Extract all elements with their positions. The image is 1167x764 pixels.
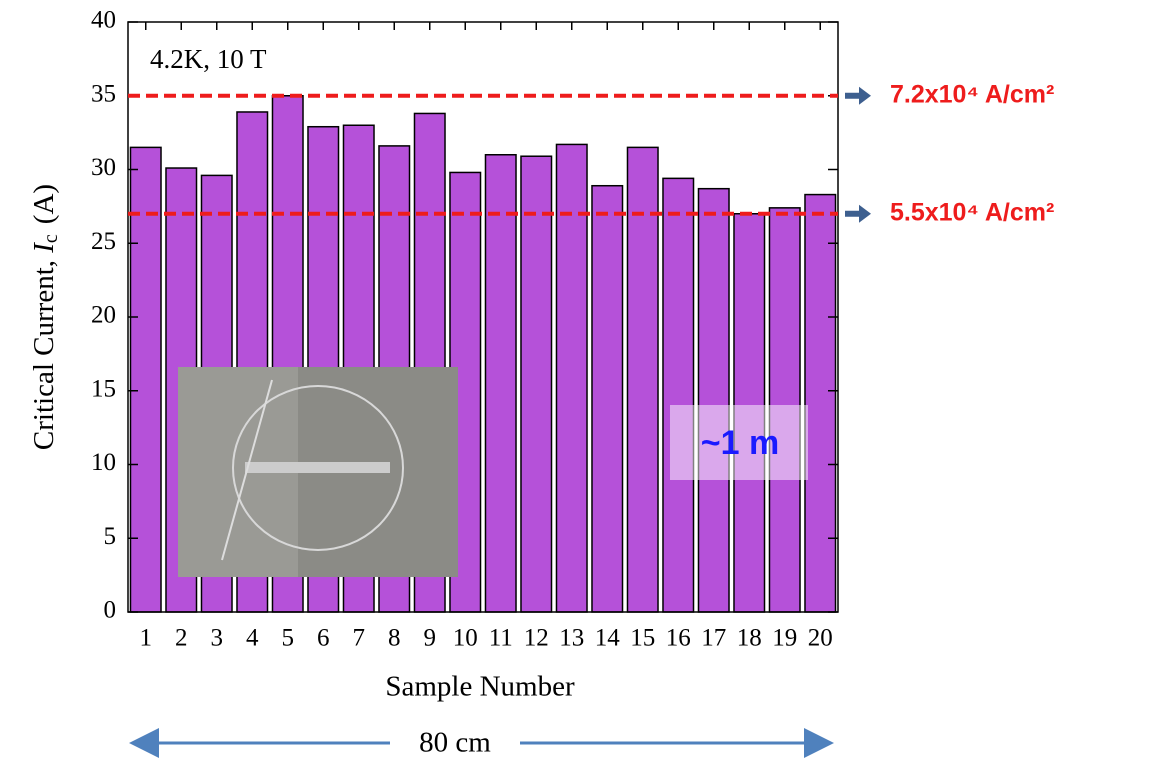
x-tick-label: 20 — [808, 625, 833, 652]
y-tick-label: 0 — [104, 597, 117, 624]
length-label: ~1 m — [701, 424, 779, 462]
photo-coil — [232, 385, 404, 551]
reference-arrow — [845, 86, 871, 105]
span-label: 80 cm — [419, 727, 491, 759]
x-tick-label: 15 — [630, 625, 655, 652]
bar — [697, 187, 730, 613]
reference-arrow — [845, 204, 871, 223]
y-tick-label: 25 — [91, 228, 116, 255]
x-tick-label: 4 — [246, 625, 259, 652]
x-tick-label: 13 — [559, 625, 584, 652]
x-tick-label: 11 — [489, 625, 513, 652]
x-tick-label: 6 — [317, 625, 330, 652]
bar — [804, 193, 837, 613]
y-tick-label: 20 — [91, 302, 116, 329]
y-tick-label: 15 — [91, 375, 116, 402]
y-axis-label-text: Critical Current, — [28, 253, 60, 450]
x-tick-label: 7 — [353, 625, 366, 652]
y-tick-label: 40 — [91, 7, 116, 34]
bar — [591, 184, 624, 613]
photo-ruler — [245, 462, 390, 473]
x-tick-label: 12 — [524, 625, 549, 652]
bar — [129, 146, 162, 613]
x-tick-label: 5 — [282, 625, 295, 652]
y-axis-label-subscript: c — [40, 234, 62, 243]
condition-label: 4.2K, 10 T — [150, 44, 267, 74]
x-tick-label: 19 — [772, 625, 797, 652]
x-tick-label: 2 — [175, 625, 188, 652]
y-tick-label: 30 — [91, 154, 116, 181]
reference-label: 5.5x10⁴ A/cm² — [890, 198, 1054, 226]
overlay: ~1 m — [178, 367, 808, 577]
x-tick-label: 14 — [595, 625, 621, 652]
x-tick-label: 17 — [701, 625, 726, 652]
y-tick-label: 5 — [104, 523, 117, 550]
x-tick-label: 1 — [140, 625, 153, 652]
x-tick-label: 3 — [211, 625, 224, 652]
bar — [626, 146, 659, 613]
bar — [484, 154, 517, 613]
x-axis-label: Sample Number — [385, 671, 575, 703]
x-tick-label: 16 — [666, 625, 691, 652]
y-axis-label-unit: (A) — [28, 184, 60, 224]
y-tick-label: 35 — [91, 80, 116, 107]
y-tick-label: 10 — [91, 449, 116, 476]
bar — [662, 177, 695, 613]
x-tick-label: 8 — [388, 625, 401, 652]
y-axis-label-symbol: I — [28, 242, 60, 254]
x-tick-label: 18 — [737, 625, 762, 652]
y-axis-label: Critical Current, Ic (A) — [28, 184, 62, 450]
reference-label: 7.2x10⁴ A/cm² — [890, 80, 1054, 108]
length-box — [670, 405, 808, 480]
x-tick-label: 10 — [453, 625, 478, 652]
photo-wire — [221, 379, 273, 561]
x-tick-label: 9 — [424, 625, 437, 652]
bar — [520, 155, 553, 613]
